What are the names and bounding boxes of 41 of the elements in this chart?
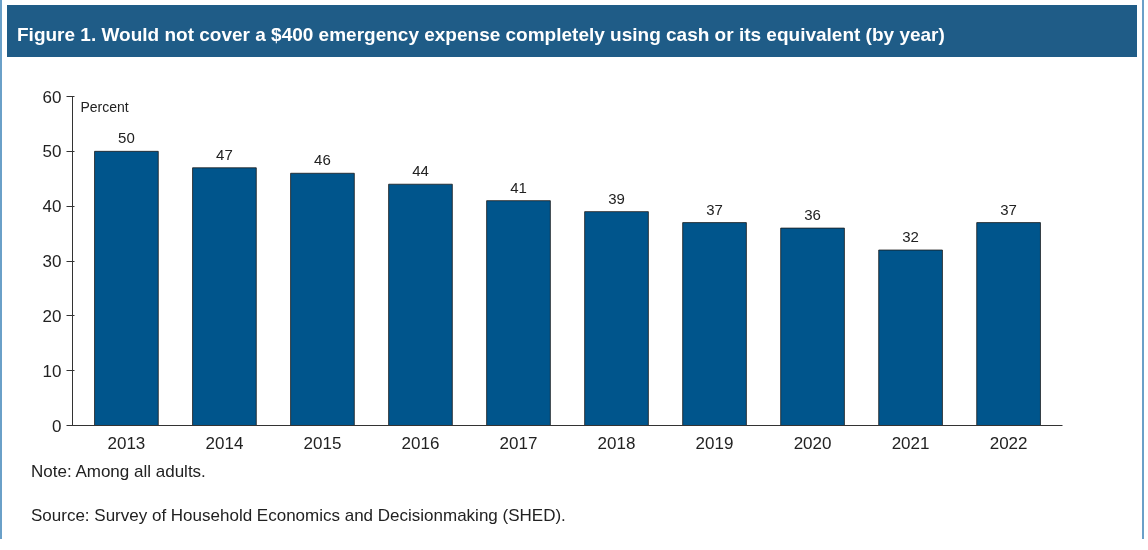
data-label: 46 xyxy=(314,151,331,169)
data-label: 44 xyxy=(412,162,429,180)
data-label: 37 xyxy=(706,200,723,218)
bar xyxy=(486,200,551,426)
chart-title: Figure 1. Would not cover a $400 emergency expense completely using cash or its equivalent (by year) xyxy=(17,23,945,47)
data-label: 50 xyxy=(118,129,135,147)
y-tick-label: 0 xyxy=(52,416,62,436)
x-tick-label: 2016 xyxy=(401,433,440,453)
x-tick-label: 2015 xyxy=(303,433,342,453)
bar xyxy=(878,249,943,426)
y-tick-label: 40 xyxy=(42,197,62,217)
x-tick-label: 2022 xyxy=(989,433,1028,453)
bar xyxy=(682,222,747,426)
bar xyxy=(976,222,1041,426)
x-tick-label: 2019 xyxy=(695,433,734,453)
x-tick-label: 2018 xyxy=(597,433,636,453)
data-label: 47 xyxy=(216,145,233,163)
bar xyxy=(584,211,649,426)
bar xyxy=(780,227,845,426)
data-label: 41 xyxy=(510,178,527,196)
y-tick-label: 30 xyxy=(42,252,62,271)
y-tick-label: 60 xyxy=(42,87,62,107)
x-tick-label: 2021 xyxy=(891,433,930,453)
y-tick-label: 20 xyxy=(42,306,62,326)
source-note: Source: Survey of Household Economics and Decisionmaking (SHED). xyxy=(31,505,566,527)
x-tick-label: 2020 xyxy=(793,433,832,453)
bar xyxy=(192,167,257,426)
text: Note: Among all adults. xyxy=(31,461,206,483)
bar xyxy=(290,172,355,426)
x-tick-label: 2013 xyxy=(107,433,146,453)
y-tick-label: 10 xyxy=(42,361,62,381)
bar xyxy=(388,183,453,426)
bar xyxy=(94,150,159,426)
data-label: 32 xyxy=(902,228,919,246)
data-label: 37 xyxy=(1000,200,1017,218)
data-label: 39 xyxy=(608,189,625,207)
x-tick-label: 2014 xyxy=(205,433,244,453)
x-tick-label: 2017 xyxy=(499,433,538,453)
y-axis-title: Percent xyxy=(80,98,129,115)
data-label: 36 xyxy=(804,206,821,224)
y-tick-label: 50 xyxy=(42,142,62,162)
